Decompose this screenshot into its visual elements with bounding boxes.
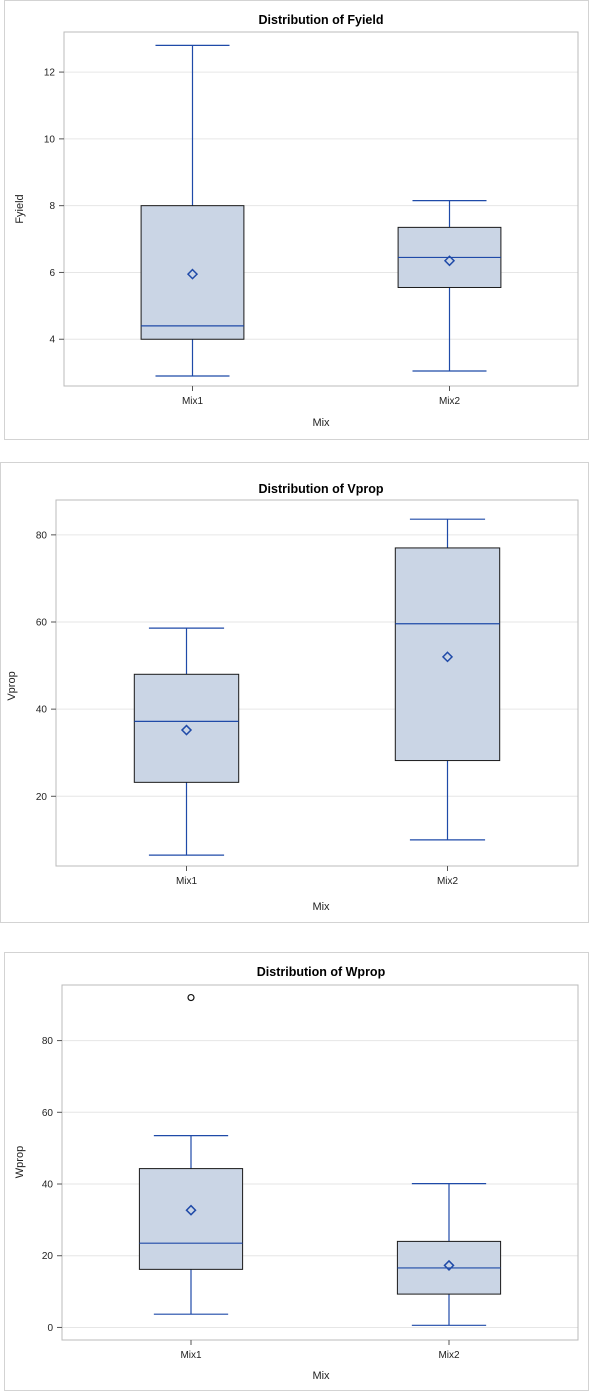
outlier-point (187, 993, 195, 1002)
y-tick-label: 6 (49, 268, 55, 279)
panel-border (4, 952, 589, 1391)
y-tick-label: 40 (36, 705, 48, 716)
y-tick-label: 12 (44, 68, 56, 79)
mean-marker (185, 1204, 197, 1216)
chart-title: Distribution of Vprop (259, 482, 384, 496)
y-tick-label: 60 (36, 618, 48, 629)
chart-panel-vprop: Distribution of Vprop 20 40 60 80 Mix1 Mix2 … (0, 462, 589, 923)
y-tick-label: 20 (36, 792, 48, 803)
mean-marker (180, 724, 193, 736)
chart-title: Distribution of Fyield (259, 13, 384, 27)
box-mix1 (140, 44, 245, 377)
panel-border (4, 0, 589, 440)
box-mix2 (394, 518, 501, 841)
mean-marker (441, 651, 454, 663)
chart-svg-wprop: Distribution of Wprop 0 20 40 60 80 Mix1 Mix2… (4, 952, 589, 1391)
y-tick-label: 8 (49, 201, 55, 212)
box-mix1 (133, 627, 240, 856)
mean-marker (443, 1259, 455, 1271)
y-axis-label: Fyield (14, 194, 26, 223)
y-tick-label: 10 (44, 134, 56, 145)
y-tick-label: 4 (49, 335, 55, 346)
y-tick-label: 60 (42, 1108, 54, 1119)
y-tick-label: 0 (47, 1323, 53, 1334)
x-tick-label: Mix2 (438, 1350, 460, 1361)
x-axis-label: Mix (312, 901, 330, 913)
box-mix1 (138, 993, 244, 1315)
chart-panel-fyield: Distribution of Fyield 4 6 8 10 12 Mix1 Mix2 … (0, 0, 589, 440)
panel-border (0, 462, 589, 923)
y-axis-label: Vprop (6, 671, 18, 700)
chart-panel-wprop: Distribution of Wprop 0 20 40 60 80 Mix1 Mix2… (0, 952, 589, 1392)
chart-title: Distribution of Wprop (257, 965, 386, 979)
y-axis-label: Wprop (14, 1146, 26, 1178)
x-tick-label: Mix1 (176, 876, 198, 887)
y-tick-label: 80 (42, 1036, 54, 1047)
y-tick-label: 40 (42, 1180, 54, 1191)
x-tick-label: Mix2 (439, 396, 461, 407)
x-axis-label: Mix (312, 417, 330, 429)
x-tick-label: Mix2 (437, 876, 459, 887)
plot-area-frame (61, 984, 579, 1341)
box-iqr (138, 1168, 244, 1270)
y-tick-label: 20 (42, 1251, 54, 1262)
x-tick-label: Mix1 (182, 396, 204, 407)
mean-marker (443, 255, 456, 267)
box-mix2 (397, 200, 502, 372)
x-axis-label: Mix (312, 1370, 330, 1382)
box-iqr (133, 673, 240, 783)
mean-marker (186, 268, 199, 280)
y-tick-label: 80 (36, 530, 48, 541)
plot-area-frame (55, 499, 579, 867)
box-iqr (140, 205, 245, 340)
box-mix2 (396, 1183, 502, 1326)
box-iqr (394, 547, 501, 762)
plot-area-frame (63, 31, 579, 387)
x-tick-label: Mix1 (180, 1350, 202, 1361)
